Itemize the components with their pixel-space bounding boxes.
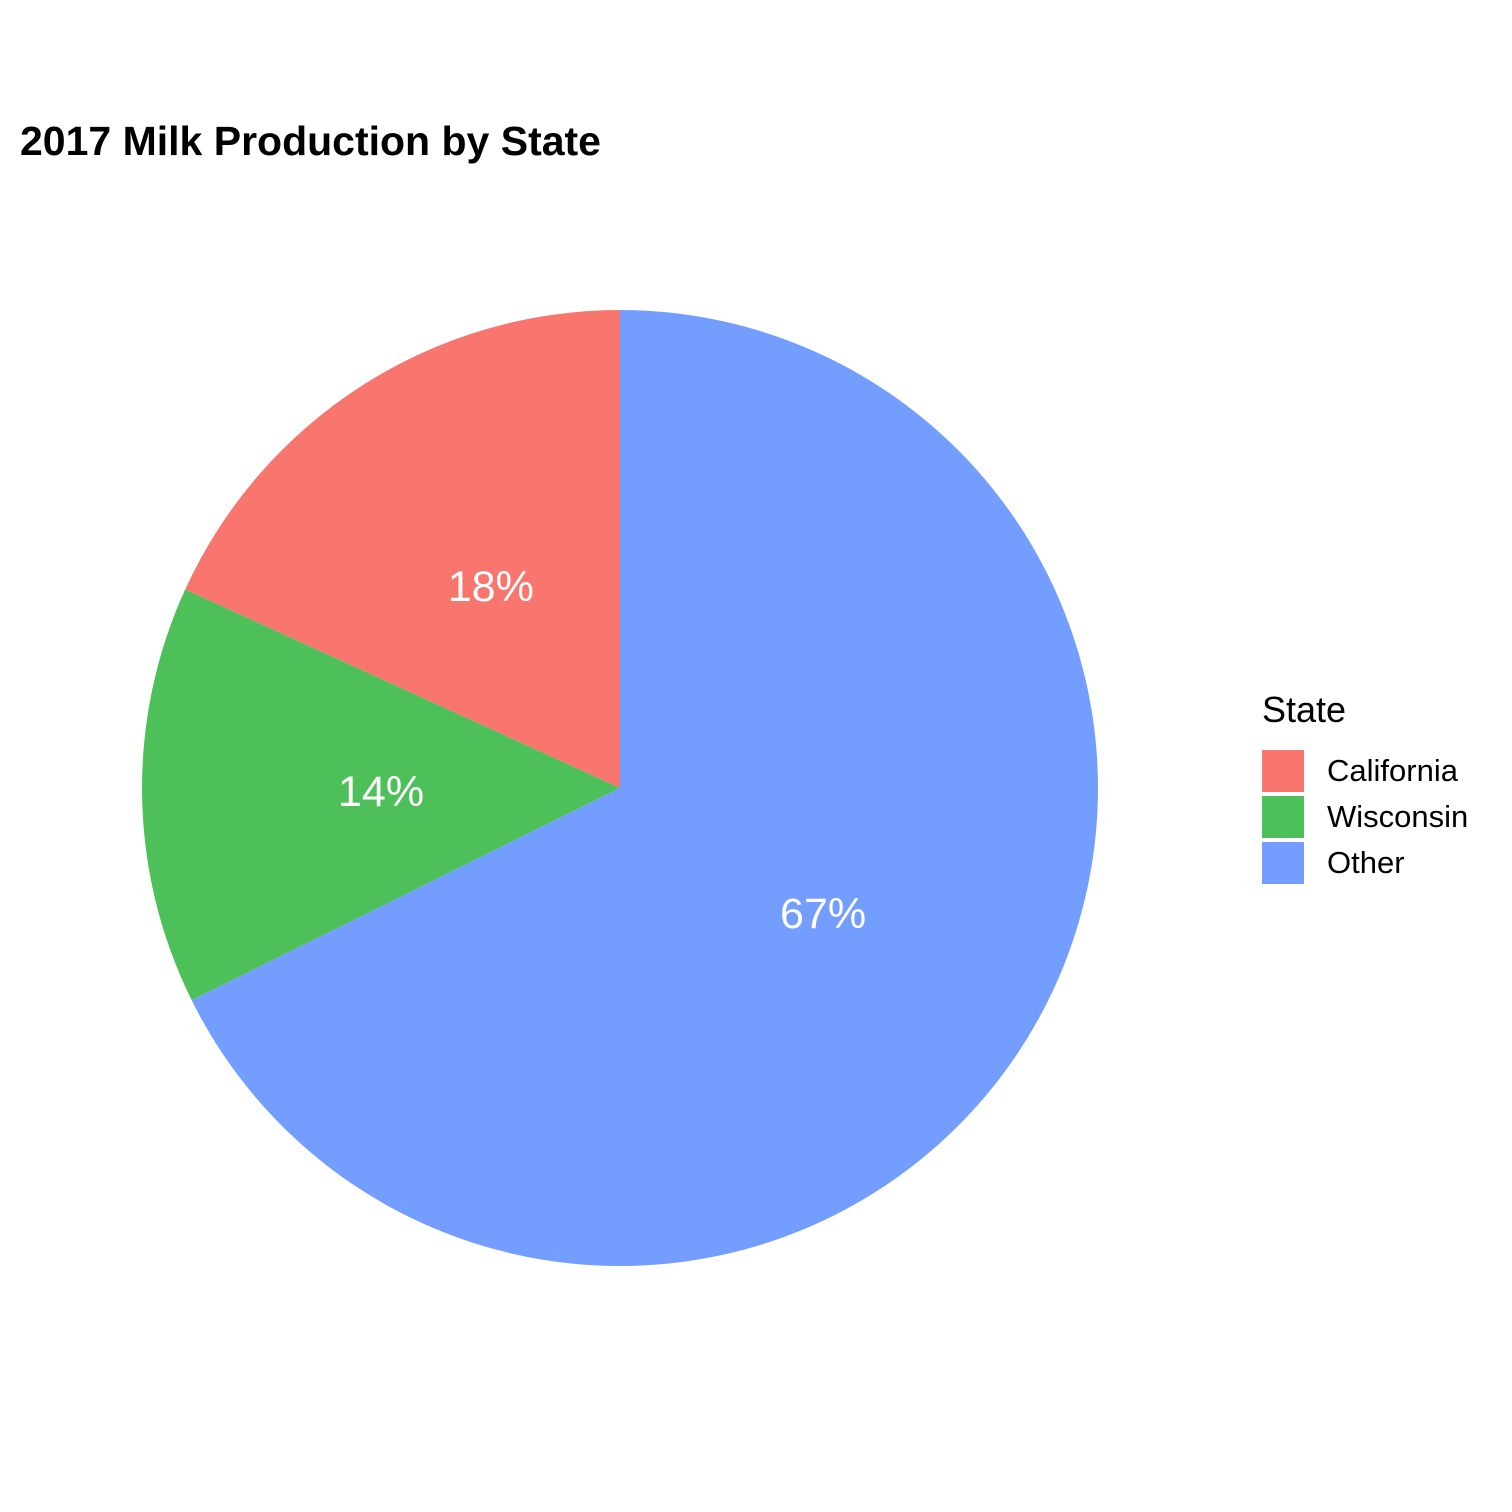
- chart-title: 2017 Milk Production by State: [20, 118, 601, 164]
- pie-slice-wisconsin: [141, 589, 620, 1001]
- pie-slice-california: [185, 310, 620, 788]
- pie-slice-labels: 18% 14% 67%: [338, 563, 866, 938]
- legend: State California Wisconsin Other: [1262, 688, 1468, 886]
- slice-label-california: 18%: [448, 563, 534, 611]
- legend-swatch-other: [1262, 842, 1304, 884]
- legend-item-california: California: [1262, 748, 1468, 794]
- legend-label-wisconsin: Wisconsin: [1327, 799, 1469, 834]
- pie-slices: [141, 310, 1098, 1266]
- legend-swatch-wisconsin: [1262, 796, 1304, 838]
- legend-title: State: [1262, 689, 1347, 730]
- pie-slice-other: [191, 310, 1098, 1266]
- legend-swatch-california: [1262, 750, 1304, 792]
- legend-item-other: Other: [1262, 840, 1468, 886]
- legend-label-california: California: [1327, 753, 1458, 788]
- legend-item-wisconsin: Wisconsin: [1262, 794, 1468, 840]
- slice-label-other: 67%: [780, 890, 866, 938]
- slice-label-wisconsin: 14%: [338, 768, 424, 816]
- legend-label-other: Other: [1327, 845, 1405, 880]
